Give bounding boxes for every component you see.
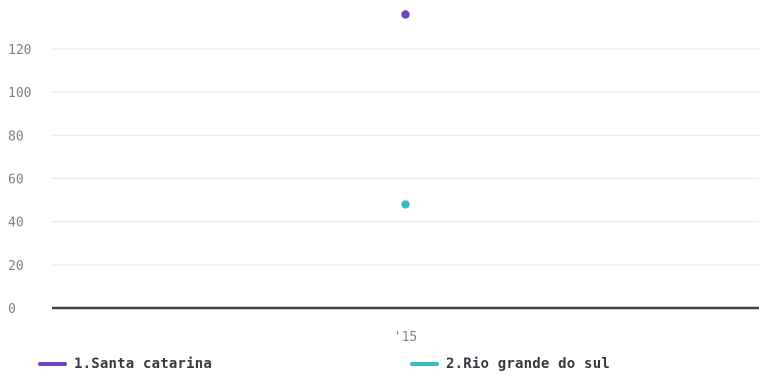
chart-svg: 0 20 40 60 80 100 120 '15 [8, 10, 759, 345]
y-tick-label-40: 40 [8, 216, 24, 231]
y-tick-label-100: 100 [8, 86, 31, 101]
data-point-1-0 [401, 10, 410, 19]
legend: 1.Santa catarina 2.Rio grande do sul [0, 356, 759, 380]
legend-label-1: 1.Santa catarina [74, 356, 213, 372]
legend-swatch-1 [38, 362, 67, 366]
y-tick-label-120: 120 [8, 43, 31, 58]
y-tick-label-0: 0 [8, 302, 16, 317]
legend-label-2: 2.Rio grande do sul [446, 356, 610, 372]
y-tick-label-20: 20 [8, 259, 24, 274]
y-tick-label-60: 60 [8, 173, 24, 188]
data-point-2-0 [401, 200, 410, 209]
legend-item-1[interactable]: 1.Santa catarina [38, 356, 212, 372]
x-tick-label-0: '15 [394, 330, 417, 345]
legend-item-2[interactable]: 2.Rio grande do sul [410, 356, 610, 372]
legend-swatch-2 [410, 362, 439, 366]
y-tick-label-80: 80 [8, 129, 24, 144]
